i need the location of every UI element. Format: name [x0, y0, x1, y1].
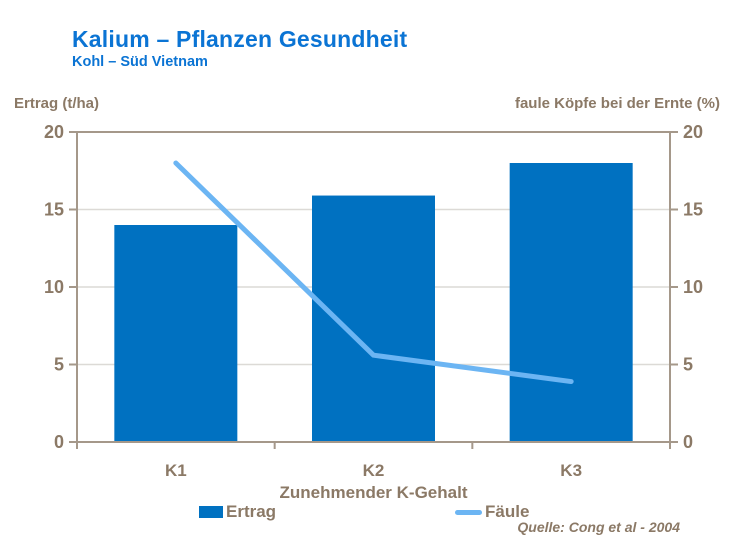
- right-axis-title: faule Köpfe bei der Ernte (%): [514, 95, 720, 112]
- y-tick-label-right: 10: [683, 277, 703, 297]
- y-tick-label-right: 0: [683, 432, 693, 452]
- legend-faule-label: Fäule: [485, 502, 530, 521]
- faule-line-swatch-icon: [455, 509, 482, 515]
- y-tick-label-right: 15: [683, 200, 703, 220]
- chart-subtitle: Kohl – Süd Vietnam: [72, 54, 208, 70]
- ertrag-bar-swatch-icon: [199, 506, 223, 518]
- legend-item-ertrag: Ertrag: [199, 502, 276, 522]
- bar-k3: [509, 163, 633, 442]
- bar-k2: [312, 195, 435, 442]
- x-category-label: K3: [560, 461, 582, 480]
- faule-line: [173, 160, 574, 385]
- x-axis-title: Zunehmender K-Gehalt: [279, 483, 468, 502]
- y-tick-label-left: 15: [44, 200, 64, 220]
- y-tick-label-left: 10: [44, 277, 64, 297]
- legend-ertrag-label: Ertrag: [226, 502, 277, 521]
- y-tick-label-left: 5: [54, 355, 64, 375]
- y-tick-label-left: 0: [54, 432, 64, 452]
- x-category-label: K1: [165, 461, 187, 480]
- left-axis-title: Ertrag (t/ha): [14, 95, 100, 112]
- bar-k1: [114, 225, 238, 442]
- x-category-label: K2: [363, 461, 385, 480]
- y-tick-label-right: 5: [683, 355, 693, 375]
- y-tick-label-right: 20: [683, 122, 703, 142]
- y-tick-label-left: 20: [44, 122, 64, 142]
- chart-title: Kalium – Pflanzen Gesundheit: [72, 26, 408, 52]
- legend-item-faule: Fäule: [455, 502, 529, 522]
- source-citation: Quelle: Cong et al - 2004: [517, 519, 680, 535]
